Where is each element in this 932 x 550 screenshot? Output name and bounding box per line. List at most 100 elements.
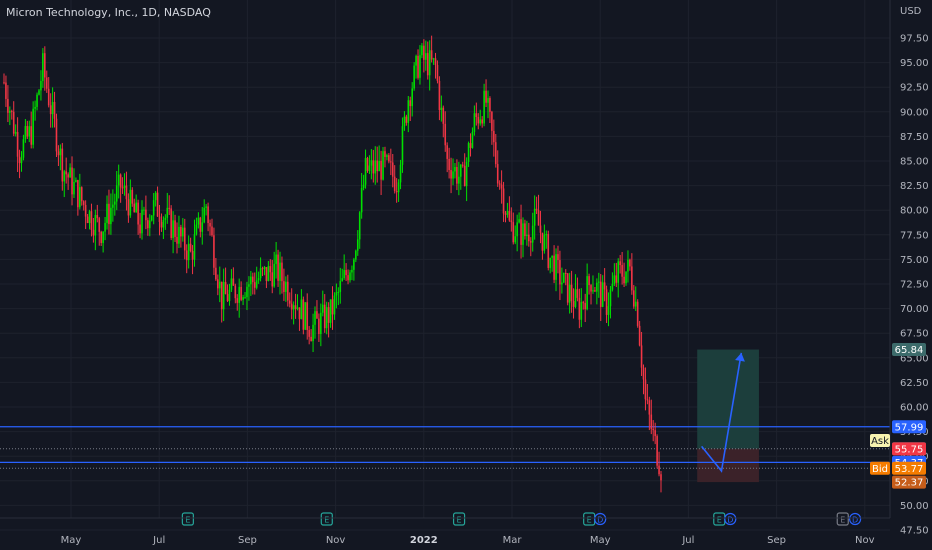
candle-body — [211, 226, 213, 236]
candle-body — [59, 148, 62, 156]
candle-body — [224, 281, 227, 295]
event-marker-letter: E — [457, 516, 462, 525]
candle-body — [259, 268, 262, 279]
price-tick-label: 97.50 — [900, 34, 929, 45]
candle-body — [215, 267, 217, 280]
candle-body — [34, 106, 36, 109]
candle-body — [323, 304, 326, 329]
candle-body — [217, 279, 219, 289]
earnings-icon[interactable] — [181, 512, 194, 526]
candle-body — [253, 282, 256, 288]
candle-body — [108, 203, 110, 225]
time-axis[interactable]: May Jul Sep Nov 2022 Mar May Jul Sep Nov — [61, 535, 875, 546]
candle-body — [545, 234, 548, 236]
candle-body — [358, 212, 361, 240]
candle-body — [370, 160, 373, 166]
price-tick-label: 90.00 — [900, 107, 929, 118]
candle-body — [496, 164, 499, 184]
projection-path[interactable] — [701, 352, 743, 473]
event-markers[interactable]: EEEEDEDEDE — [181, 512, 932, 526]
candle-body — [555, 254, 557, 280]
candle-body — [82, 201, 85, 205]
candle-body — [376, 160, 379, 172]
event-marker-letter: E — [185, 516, 190, 525]
candle-body — [329, 299, 332, 323]
candle-body — [133, 203, 136, 213]
earnings-icon[interactable] — [320, 512, 333, 526]
candle-body — [53, 101, 56, 119]
candle-body — [10, 110, 13, 112]
candle-body — [498, 183, 501, 185]
candle-body — [286, 281, 289, 301]
candle-body — [516, 222, 518, 237]
candle-body — [261, 268, 264, 270]
candle-body — [88, 211, 91, 224]
price-tag — [892, 461, 926, 475]
candle-body — [524, 223, 526, 237]
chart-title: Micron Technology, Inc., 1D, NASDAQ — [6, 6, 211, 19]
candle-body — [547, 234, 550, 268]
candle-body — [551, 255, 553, 258]
loss-zone[interactable] — [697, 448, 759, 483]
candle-body — [634, 301, 637, 307]
price-tick-label: 72.50 — [900, 280, 929, 291]
side-tag — [870, 461, 890, 475]
candle-body — [302, 299, 305, 330]
candle-body — [531, 225, 534, 243]
candle-body — [47, 88, 50, 106]
candle-body — [405, 116, 408, 123]
candle-body — [452, 171, 454, 179]
candle-body — [234, 285, 237, 299]
candle-body — [586, 276, 588, 310]
candle-body — [504, 213, 507, 215]
candle-body — [22, 139, 25, 158]
candle-body — [242, 297, 244, 300]
candle-body — [576, 289, 579, 298]
time-tick-label: May — [61, 535, 82, 546]
candle-body — [312, 324, 314, 342]
candle-body — [232, 278, 235, 286]
dividend-icon[interactable] — [724, 512, 737, 526]
candle-body — [168, 207, 171, 209]
candle-body — [642, 367, 645, 380]
dividend-icon[interactable] — [594, 512, 607, 526]
dividend-icon[interactable] — [848, 512, 862, 526]
time-tick-label: Nov — [326, 535, 346, 546]
candle-body — [320, 312, 322, 335]
side-tag-label: Ask — [871, 436, 889, 447]
candle-body — [170, 208, 172, 238]
candle-body — [158, 216, 161, 222]
earnings-icon[interactable] — [452, 512, 466, 526]
projection-arrowhead-icon — [735, 352, 745, 362]
candle-body — [69, 167, 71, 178]
price-tick-label: 85.00 — [900, 157, 929, 168]
candle-body — [154, 192, 157, 201]
candle-body — [469, 143, 472, 148]
horizontal-lines[interactable] — [0, 426, 890, 469]
candle-body — [148, 220, 151, 229]
candle-body — [248, 284, 250, 287]
candle-body — [331, 299, 334, 315]
candle-body — [553, 255, 555, 280]
candle-body — [244, 297, 246, 299]
candle-body — [16, 132, 19, 157]
candle-body — [265, 267, 268, 281]
price-axis[interactable]: 97.50 95.00 92.50 90.00 87.50 85.00 82.50 80.00… — [900, 34, 929, 537]
candle-body — [454, 166, 456, 172]
candle-body — [314, 311, 316, 325]
candle-body — [98, 218, 101, 232]
candle-body — [9, 110, 11, 113]
candle-body — [594, 290, 596, 292]
candle-body — [84, 204, 87, 217]
candle-body — [631, 266, 633, 291]
time-tick-label: Mar — [503, 535, 523, 546]
candle-body — [364, 157, 367, 185]
candle-body — [36, 94, 38, 107]
candle-body — [269, 266, 272, 273]
price-tick-label: 62.50 — [900, 378, 929, 389]
earnings-icon[interactable] — [836, 512, 849, 526]
candle-body — [325, 307, 328, 329]
candle-body — [26, 126, 29, 137]
